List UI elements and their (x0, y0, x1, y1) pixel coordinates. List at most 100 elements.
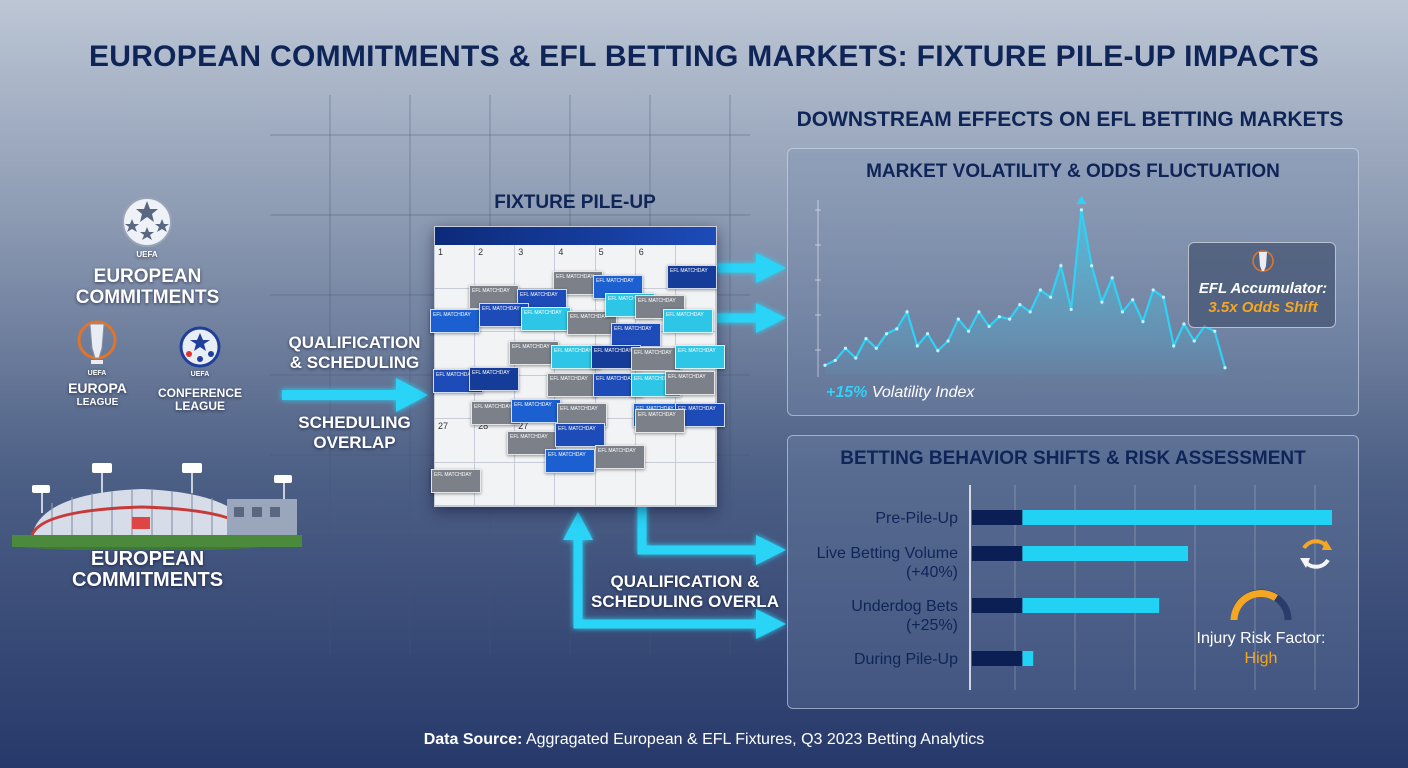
behavior-panel-title: BETTING BEHAVIOR SHIFTS & RISK ASSESSMEN… (840, 448, 1306, 469)
stadium-label-line1: EUROPEAN (90, 548, 205, 570)
fixture-card: EFL MATCHDAY (521, 307, 571, 331)
bar-label-live: Live Betting Volume (+40%) (790, 544, 958, 582)
volatility-point (946, 339, 950, 343)
fixture-card: EFL MATCHDAY (595, 445, 645, 469)
volatility-point (1110, 276, 1114, 280)
calendar-day-cell (475, 462, 516, 506)
fixture-card: EFL MATCHDAY (675, 345, 725, 369)
fixture-card: EFL MATCHDAY (555, 423, 605, 447)
volatility-point (1028, 310, 1032, 314)
bar-label-during-text: During Pile-Up (853, 651, 958, 668)
volatility-point (1192, 339, 1196, 343)
volatility-point (1131, 298, 1135, 302)
volatility-point (925, 332, 930, 336)
bar-label-underdog: Underdog Bets (+25%) (790, 597, 958, 635)
conference-label-line1: CONFERENCE (157, 386, 242, 400)
calendar-day-cell (595, 375, 636, 419)
fixture-card: EFL MATCHDAY (665, 371, 715, 395)
callout-line1: EFL Accumulator: (1198, 280, 1328, 297)
volatility-point (1213, 329, 1217, 333)
bar-label-pre-text: Pre-Pile-Up (875, 510, 958, 527)
volatility-point (936, 349, 940, 353)
overlap-label-line1: SCHEDULING (298, 413, 411, 432)
calendar-day-cell: 27 (435, 419, 476, 463)
ucl-uefa-small: UEFA (136, 250, 158, 259)
injury-risk-value: High (1244, 650, 1278, 667)
conference-uefa-small: UEFA (190, 371, 210, 378)
fixture-card: EFL MATCHDAY (567, 311, 617, 335)
fixture-card: EFL MATCHDAY (545, 449, 595, 473)
ucl-label-line2: COMMITMENTS (75, 287, 220, 308)
volatility-point (823, 363, 827, 367)
fixture-card: EFL MATCHDAY (509, 341, 559, 365)
bar-baseline-segment (972, 510, 1023, 525)
volatility-point (1018, 302, 1022, 307)
europa-league-trophy-icon (77, 320, 117, 364)
volatility-point (1038, 288, 1042, 292)
fixture-card: EFL MATCHDAY (430, 309, 480, 333)
fixture-card: EFL MATCHDAY (667, 265, 717, 289)
fixture-card: EFL MATCHDAY (663, 309, 713, 333)
ucl-label-line1: EUROPEAN (93, 266, 202, 287)
downstream-title: DOWNSTREAM EFFECTS ON EFL BETTING MARKET… (796, 108, 1344, 131)
conference-label-line2: LEAGUE (174, 399, 225, 413)
volatility-point (1223, 366, 1227, 370)
europa-label-line2: LEAGUE (76, 397, 119, 408)
qualification-label-line1: QUALIFICATION (288, 333, 421, 352)
callout-line2: 3.5x Odds Shift (1208, 299, 1318, 316)
europa-uefa-small: UEFA (87, 370, 107, 377)
volatility-point (1059, 264, 1063, 268)
bar-label-live-sub: (+40%) (905, 564, 958, 581)
volatility-point (1151, 288, 1155, 292)
behavior-bar (1022, 546, 1188, 561)
behavior-bar-chart (969, 485, 1332, 690)
overlap-label-line2: OVERLAP (313, 433, 396, 452)
volatility-point (1008, 317, 1012, 321)
page-title: EUROPEAN COMMITMENTS & EFL BETTING MARKE… (88, 40, 1320, 73)
volatility-index: +15% Volatility Index (826, 384, 974, 402)
source-label: Data Source: (423, 731, 523, 748)
volatility-point (1079, 208, 1084, 212)
fixture-card: EFL MATCHDAY (431, 469, 481, 493)
bar-label-during: During Pile-Up (790, 650, 958, 669)
volatility-point (987, 324, 991, 329)
calendar-header (435, 227, 716, 245)
volatility-index-label: Volatility Index (871, 384, 975, 401)
behavior-bar (1022, 598, 1160, 613)
calendar-day-cell (635, 419, 676, 463)
volatility-point (1069, 307, 1073, 312)
europa-label-line1: EUROPA (68, 380, 127, 396)
volatility-point (915, 344, 919, 348)
qualification-label-line2: & SCHEDULING (289, 353, 420, 372)
peak-marker-icon (1076, 195, 1087, 204)
europa-trophy-small-icon (1252, 250, 1274, 272)
volatility-line-chart (815, 195, 1227, 377)
stadium-label-line2: COMMITMENTS (71, 569, 224, 591)
calendar-day-cell (635, 462, 676, 506)
volatility-point (905, 310, 909, 314)
volatility-point (833, 358, 837, 363)
calendar-day-cell (595, 462, 636, 506)
bottom-flow-label-line2: SCHEDULING OVERLA (591, 592, 779, 611)
volatility-point (1141, 319, 1145, 324)
volatility-line (824, 209, 1227, 368)
volatility-point (956, 317, 960, 321)
volatility-point (966, 329, 971, 333)
behavior-bar (1022, 510, 1332, 525)
conference-league-ball-icon (179, 326, 221, 368)
volatility-point (1049, 295, 1053, 299)
volatility-point (1172, 344, 1176, 348)
volatility-point (854, 356, 858, 360)
calendar-day-cell (515, 462, 556, 506)
volatility-point (1090, 264, 1094, 268)
bottom-flow-label-line1: QUALIFICATION & (610, 572, 760, 591)
injury-risk-gauge-icon (1230, 589, 1292, 621)
fixture-pileup-title: FIXTURE PILE-UP (494, 192, 656, 213)
calendar-day-cell: 2 (475, 245, 516, 289)
calendar-day-cell (675, 462, 716, 506)
bar-baseline-segment (972, 546, 1023, 561)
volatility-point (977, 310, 981, 314)
injury-risk-label: Injury Risk Factor: (1196, 630, 1326, 647)
volatility-panel-title: MARKET VOLATILITY & ODDS FLUCTUATION (866, 161, 1280, 182)
